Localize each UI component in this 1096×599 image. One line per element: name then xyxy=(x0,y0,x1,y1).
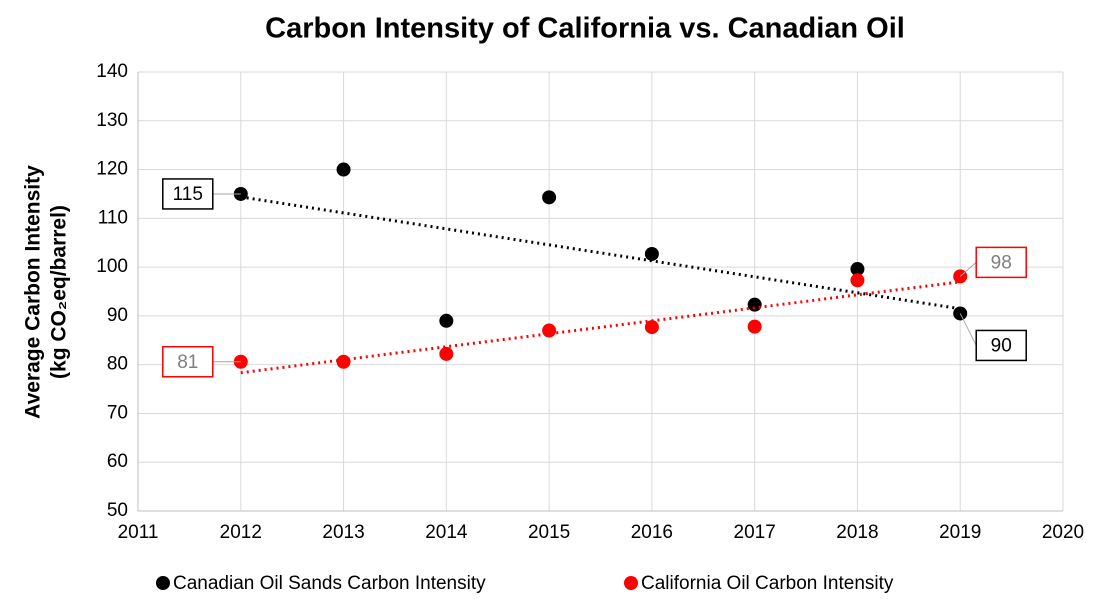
data-label: 115 xyxy=(173,184,203,205)
point xyxy=(542,323,557,338)
chart-title: Carbon Intensity of California vs. Canad… xyxy=(265,13,905,45)
y-tick-label: 100 xyxy=(96,256,128,277)
legend-label: Canadian Oil Sands Carbon Intensity xyxy=(173,573,486,594)
point xyxy=(850,273,865,288)
y-tick-label: 50 xyxy=(107,500,128,521)
data-label: 98 xyxy=(991,252,1012,273)
point xyxy=(336,162,351,177)
data-label: 90 xyxy=(991,335,1012,356)
x-tick-label: 2016 xyxy=(631,522,673,543)
point xyxy=(850,262,865,277)
point xyxy=(747,297,762,312)
point xyxy=(747,319,762,334)
point xyxy=(542,190,557,205)
point xyxy=(336,354,351,369)
point xyxy=(439,346,454,361)
y-tick-label: 140 xyxy=(96,61,128,82)
point xyxy=(644,246,659,261)
data-label: 81 xyxy=(177,352,198,373)
x-tick-label: 2014 xyxy=(425,522,468,543)
x-tick-label: 2012 xyxy=(220,522,262,543)
label-box xyxy=(162,345,214,378)
x-tick-label: 2013 xyxy=(322,522,364,543)
label-leader xyxy=(959,313,977,346)
legend-label: California Oil Carbon Intensity xyxy=(641,573,894,594)
trendline xyxy=(240,195,961,311)
x-tick-label: 2011 xyxy=(118,522,159,543)
label-leader xyxy=(959,262,977,277)
label-box xyxy=(975,329,1027,362)
point xyxy=(644,320,659,335)
y-axis-title-line: (kg CO₂eq/barrel) xyxy=(48,205,71,379)
y-tick-label: 110 xyxy=(98,207,128,228)
y-tick-label: 90 xyxy=(107,305,128,326)
legend-marker xyxy=(624,576,638,590)
y-axis-title-line: Average Carbon Intensity xyxy=(22,165,45,419)
y-tick-label: 80 xyxy=(107,354,128,375)
y-tick-label: 120 xyxy=(96,159,128,180)
x-tick-label: 2017 xyxy=(734,522,776,543)
y-axis-title: Average Carbon Intensity (kg CO₂eq/barre… xyxy=(22,165,71,419)
legend-marker xyxy=(156,576,170,590)
label-box xyxy=(975,246,1027,279)
trendline xyxy=(240,280,961,375)
point xyxy=(439,313,454,328)
y-tick-label: 130 xyxy=(96,110,128,131)
x-tick-label: 2019 xyxy=(939,522,981,543)
y-tick-label: 70 xyxy=(107,402,128,423)
x-tick-label: 2020 xyxy=(1042,522,1084,543)
x-tick-label: 2018 xyxy=(836,522,878,543)
label-box xyxy=(162,178,214,210)
y-tick-label: 60 xyxy=(107,451,128,472)
x-tick-label: 2015 xyxy=(528,522,570,543)
